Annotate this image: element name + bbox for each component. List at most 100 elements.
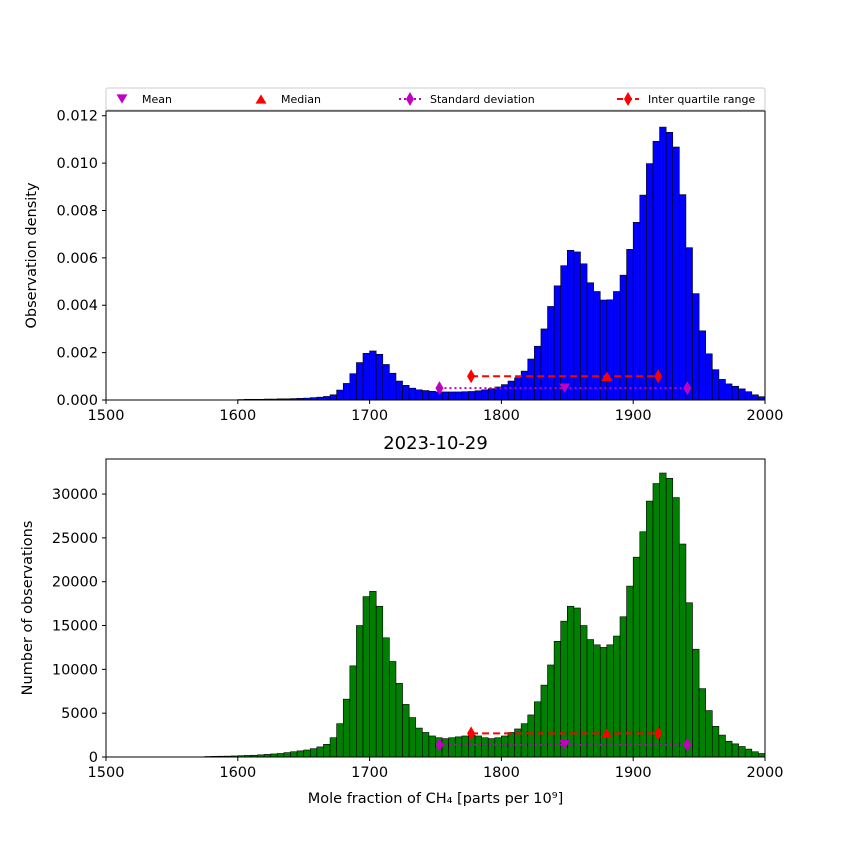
histogram-bar [599, 299, 608, 401]
histogram-bar [422, 732, 430, 758]
histogram-bar [534, 345, 542, 401]
histogram-bar [356, 362, 364, 401]
mean-marker [559, 740, 571, 750]
histogram-bar [718, 734, 726, 758]
histogram-bar [342, 698, 351, 758]
histogram-bar [507, 380, 515, 401]
histogram-bar [738, 746, 746, 758]
histogram-bar [389, 372, 397, 401]
y-axis-label: Observation density [24, 182, 40, 328]
histogram-bar [613, 291, 621, 401]
y-tick-label: 0.000 [56, 393, 98, 409]
histogram-bar [547, 306, 555, 401]
x-tick-label: 1700 [351, 765, 388, 781]
histogram-bar [593, 291, 601, 401]
histogram-bar [487, 388, 496, 401]
histogram-bar [718, 379, 726, 401]
histogram-bar [698, 688, 706, 758]
histogram-bar [454, 391, 463, 401]
histogram-bar [441, 391, 449, 401]
histogram-bar [659, 126, 667, 401]
histogram-bar [290, 751, 298, 758]
histogram-bar [698, 330, 706, 401]
histogram-bar [494, 737, 502, 758]
histogram-bar [580, 263, 588, 401]
y-tick-label: 0.002 [56, 346, 98, 362]
histogram-bar [303, 749, 311, 758]
histogram-bar [692, 293, 700, 401]
histogram-bar [402, 704, 410, 758]
legend-label-mean: Mean [142, 93, 172, 106]
histogram-bar [534, 701, 542, 758]
x-axis-label: Mole fraction of CH₄ [parts per 10⁹] [308, 791, 563, 807]
histogram-bar [474, 735, 482, 758]
histogram-bar [369, 350, 377, 401]
y-tick-label: 15000 [52, 619, 98, 635]
histogram-bar [751, 751, 759, 758]
histogram-bar [758, 753, 766, 758]
x-tick-label: 1500 [88, 765, 125, 781]
y-tick-label: 10000 [52, 662, 98, 678]
legend-label-std: Standard deviation [430, 93, 535, 106]
iqr-high-marker [654, 726, 663, 741]
histogram-bar [705, 710, 713, 758]
histogram-bar [553, 285, 562, 401]
histogram-bar [382, 637, 390, 758]
histogram-bar [586, 639, 594, 758]
median-marker [601, 728, 613, 739]
std-low-marker [435, 737, 444, 752]
histogram-bar [626, 249, 634, 401]
histogram-bar [389, 661, 397, 758]
histogram-bar [375, 605, 384, 758]
histogram-bar [560, 620, 568, 758]
density-histogram-panel: 1500 1600 1700 1800 1900 2000 0.000 0.002 0.004 0… [24, 109, 783, 424]
histogram-bar [711, 726, 720, 758]
histogram-bar [428, 735, 436, 758]
y-axis-label: Number of observations [20, 521, 36, 696]
histogram-bar [547, 664, 555, 758]
histogram-bar [349, 373, 357, 401]
y-tick-label: 0.006 [56, 251, 98, 267]
histogram-bar [573, 607, 581, 758]
x-tick-label: 1900 [615, 765, 652, 781]
legend-marker-std [406, 92, 414, 106]
iqr-low-marker [467, 726, 476, 741]
histogram-bar [619, 616, 627, 758]
histogram-bar [474, 390, 482, 401]
histogram-bar [652, 141, 660, 401]
histogram-bar [725, 383, 733, 401]
legend-box [105, 87, 766, 111]
histogram-bar [679, 543, 687, 758]
legend-marker-mean [116, 94, 128, 104]
histogram-bar [606, 299, 614, 401]
x-tick-label: 1800 [483, 765, 520, 781]
histogram-bar [619, 274, 627, 401]
histogram-bar [665, 132, 674, 401]
legend: Mean Median Standard deviation Inter quarti… [105, 87, 766, 111]
histogram-bar [375, 353, 384, 401]
median-marker [601, 371, 613, 381]
histogram-bar [599, 647, 608, 758]
histogram-bar [336, 723, 344, 758]
legend-label-iqr: Inter quartile range [648, 93, 755, 106]
histogram-bar [573, 251, 581, 401]
x-tick-label: 1600 [219, 765, 256, 781]
histogram-bar [738, 388, 746, 401]
y-tick-label: 5000 [61, 706, 98, 722]
histogram-bar [309, 748, 318, 758]
y-tick-label: 25000 [52, 531, 98, 547]
histogram-bar [685, 602, 693, 758]
histogram-bar [705, 353, 713, 401]
plot-frame [105, 458, 766, 758]
histogram-bar [527, 714, 535, 758]
histogram-bar [481, 737, 489, 758]
histogram-bar [639, 531, 647, 758]
x-tick-label: 2000 [747, 765, 784, 781]
histogram-bar [744, 391, 753, 401]
histogram-bar [501, 384, 509, 401]
histogram-bar [679, 194, 687, 401]
histogram-bar [646, 500, 654, 758]
legend-marker-iqr [624, 92, 632, 106]
histogram-bar [448, 737, 456, 758]
